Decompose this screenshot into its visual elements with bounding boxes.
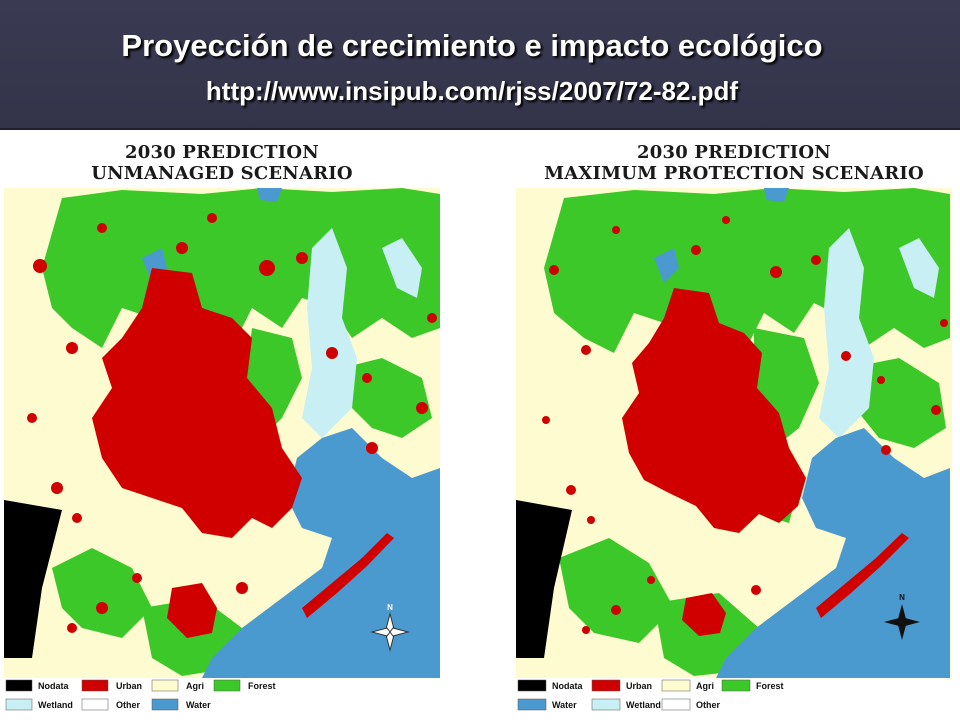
- water-lake: [257, 188, 282, 202]
- wetland-area: [819, 228, 874, 438]
- map-canvas: N Nodata Urban Agri Forest Water Wetland…: [516, 188, 952, 711]
- legend-swatch-forest: [213, 679, 241, 692]
- map-title-line2: MAXIMUM PROTECTION SCENARIO: [544, 163, 924, 184]
- slide-source-url: http://www.insipub.com/rjss/2007/72-82.p…: [205, 76, 739, 106]
- forest-patch: [849, 358, 946, 448]
- legend-label-water: Water: [552, 700, 577, 710]
- forest-patch: [52, 548, 152, 638]
- urban-area: [167, 583, 217, 638]
- urban-area: [682, 593, 726, 636]
- north-label: N: [899, 593, 905, 602]
- legend-swatch-other: [661, 698, 691, 711]
- legend-label-nodata: Nodata: [38, 681, 69, 691]
- legend-label-wetland: Wetland: [626, 700, 661, 710]
- compass-rose-icon: N: [370, 603, 410, 652]
- legend-label-other: Other: [116, 700, 141, 710]
- water-area: [202, 428, 440, 678]
- slide-title: Proyección de crecimiento e impacto ecol…: [121, 28, 823, 63]
- legend-swatch-nodata: [5, 679, 33, 692]
- water-area: [716, 428, 950, 678]
- nodata-area: [4, 500, 62, 658]
- map-title-line1: 2030 PREDICTION: [637, 142, 831, 163]
- map-unmanaged: 2030 PREDICTION UNMANAGED SCENARIO: [2, 130, 442, 718]
- wetland-area: [302, 228, 357, 438]
- legend-swatch-other: [81, 698, 109, 711]
- legend-swatch-agri: [661, 679, 691, 692]
- slide-header: Proyección de crecimiento e impacto ecol…: [0, 0, 960, 130]
- urban-coast: [816, 533, 909, 618]
- wetland-area: [899, 238, 939, 298]
- legend-swatch-agri: [151, 679, 179, 692]
- legend-label-forest: Forest: [248, 681, 276, 691]
- legend-swatch-wetland: [591, 698, 621, 711]
- legend-label-urban: Urban: [626, 681, 652, 691]
- legend-label-agri: Agri: [696, 681, 714, 691]
- map-legend: Nodata Urban Agri Forest Water Wetland O…: [517, 679, 784, 711]
- water-lake: [764, 188, 789, 202]
- wetland-area: [382, 238, 422, 298]
- legend-swatch-urban: [81, 679, 109, 692]
- legend-label-other: Other: [696, 700, 721, 710]
- legend-label-wetland: Wetland: [38, 700, 73, 710]
- compass-rose-icon: N: [884, 593, 920, 640]
- map-maximum-protection: 2030 PREDICTION MAXIMUM PROTECTION SCENA…: [514, 130, 954, 718]
- legend-swatch-forest: [721, 679, 751, 692]
- legend-label-urban: Urban: [116, 681, 142, 691]
- legend-label-water: Water: [186, 700, 211, 710]
- urban-patches: [17, 213, 437, 633]
- map-title-line1: 2030 PREDICTION: [125, 142, 319, 163]
- map-title: 2030 PREDICTION UNMANAGED SCENARIO: [2, 142, 442, 184]
- legend-swatch-wetland: [5, 698, 33, 711]
- map-title-line2: UNMANAGED SCENARIO: [91, 163, 353, 184]
- urban-area: [92, 268, 302, 538]
- legend-swatch-urban: [591, 679, 621, 692]
- legend-swatch-water: [517, 698, 547, 711]
- legend-label-nodata: Nodata: [552, 681, 583, 691]
- legend-swatch-water: [151, 698, 179, 711]
- forest-area: [544, 188, 950, 353]
- urban-coast: [302, 533, 394, 618]
- forest-patch: [559, 538, 674, 643]
- legend-label-forest: Forest: [756, 681, 784, 691]
- urban-area: [622, 288, 806, 533]
- water-river: [654, 248, 679, 283]
- north-label: N: [387, 603, 393, 612]
- map-legend: Nodata Urban Agri Forest Wetland Other W…: [5, 679, 276, 711]
- legend-swatch-nodata: [517, 679, 547, 692]
- map-title: 2030 PREDICTION MAXIMUM PROTECTION SCENA…: [514, 142, 954, 184]
- nodata-area: [516, 500, 572, 658]
- map-canvas: N Nodata Urban Agri Forest Wetland Other…: [4, 188, 440, 711]
- legend-label-agri: Agri: [186, 681, 204, 691]
